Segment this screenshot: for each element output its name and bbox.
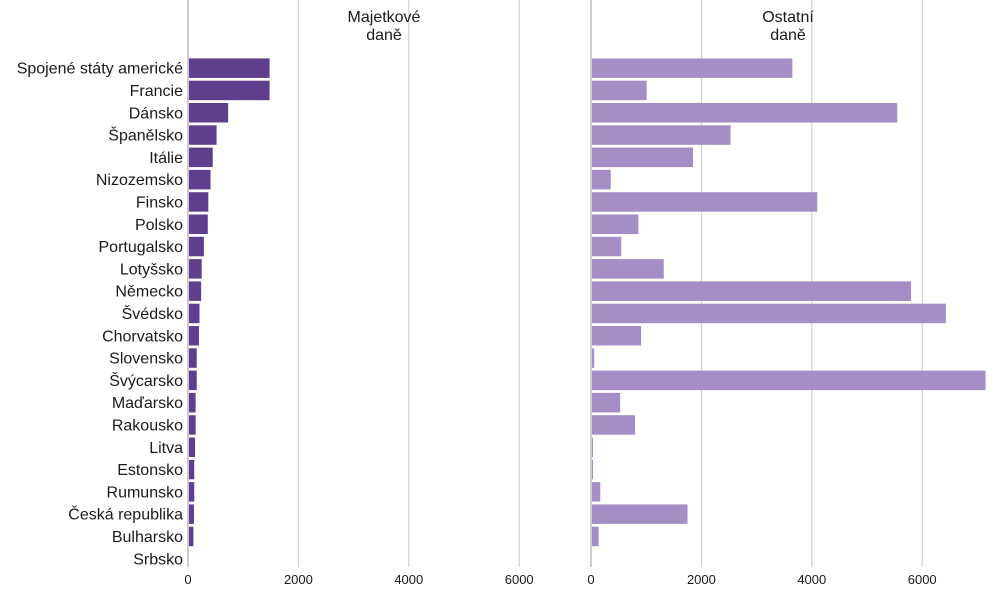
bar: [592, 259, 664, 279]
category-label: Švédsko: [122, 304, 183, 323]
category-label: Maďarsko: [112, 395, 183, 412]
category-label: Slovensko: [109, 351, 183, 368]
bar: [189, 125, 217, 145]
bar: [189, 147, 213, 168]
category-label: Rumunsko: [107, 484, 184, 501]
bar: [592, 192, 818, 212]
bar: [592, 214, 639, 234]
panel-title: daně: [770, 27, 806, 44]
category-label: Rakousko: [112, 417, 183, 434]
bar: [592, 169, 611, 190]
bar: [592, 348, 595, 368]
bar: [592, 459, 593, 480]
bar: [592, 281, 912, 301]
bar: [189, 214, 208, 234]
bar: [592, 58, 793, 78]
bar: [189, 58, 270, 78]
bar: [189, 370, 197, 391]
category-label: Portugalsko: [99, 239, 184, 256]
category-label: Itálie: [149, 150, 183, 167]
bar: [592, 80, 647, 101]
bar: [189, 459, 195, 480]
category-label: Finsko: [136, 194, 183, 211]
category-label: Francie: [130, 83, 183, 100]
bar: [189, 281, 202, 301]
bar: [592, 326, 642, 346]
x-tick-label: 4000: [394, 572, 423, 587]
category-label: Dánsko: [129, 105, 183, 122]
category-label: Estonsko: [117, 462, 183, 479]
bar: [189, 326, 199, 346]
bar: [189, 80, 270, 101]
category-label: Srbsko: [133, 551, 183, 568]
bar: [189, 482, 195, 502]
x-tick-label: 0: [587, 572, 594, 587]
bar: [189, 415, 196, 435]
panel-title: Ostatní: [762, 9, 814, 26]
x-tick-label: 0: [184, 572, 191, 587]
bar: [592, 125, 731, 145]
category-label: Lotyšsko: [120, 261, 183, 278]
bar: [189, 103, 229, 123]
category-label: Česká republika: [68, 505, 183, 524]
bar: [189, 303, 200, 324]
labels-layer: Spojené státy americké Francie Dánsko Španě…: [17, 9, 937, 587]
category-label: Německo: [115, 284, 183, 301]
bar: [592, 392, 621, 413]
bar: [592, 303, 946, 324]
x-tick-label: 2000: [284, 572, 313, 587]
bar: [592, 504, 688, 524]
x-tick-label: 2000: [687, 572, 716, 587]
bar: [189, 526, 194, 547]
x-tick-label: 6000: [908, 572, 937, 587]
bar: [592, 236, 622, 257]
category-label: Bulharsko: [112, 529, 183, 546]
bar: [189, 437, 196, 457]
category-label: Švýcarsko: [109, 371, 183, 390]
panel-title: Majetkové: [348, 9, 421, 26]
category-label: Španělsko: [108, 126, 183, 145]
bar: [592, 526, 599, 547]
bar: [592, 147, 694, 168]
bar: [592, 437, 593, 457]
bar: [592, 103, 898, 123]
bar: [592, 370, 986, 391]
category-label: Nizozemsko: [96, 172, 183, 189]
category-label: Polsko: [135, 217, 183, 234]
bar: [189, 192, 209, 212]
bars-layer: [189, 58, 986, 547]
bar: [189, 259, 202, 279]
category-label: Chorvatsko: [102, 328, 183, 345]
category-label: Spojené státy americké: [17, 61, 183, 78]
bar: [189, 504, 194, 524]
bar: [592, 482, 601, 502]
bar: [189, 169, 211, 190]
bar: [189, 236, 204, 257]
bar: [592, 415, 636, 435]
x-tick-label: 6000: [505, 572, 534, 587]
panel-title: daně: [366, 27, 402, 44]
bar: [189, 392, 196, 413]
category-label: Litva: [149, 440, 183, 457]
bar: [189, 348, 197, 368]
x-tick-label: 4000: [797, 572, 826, 587]
